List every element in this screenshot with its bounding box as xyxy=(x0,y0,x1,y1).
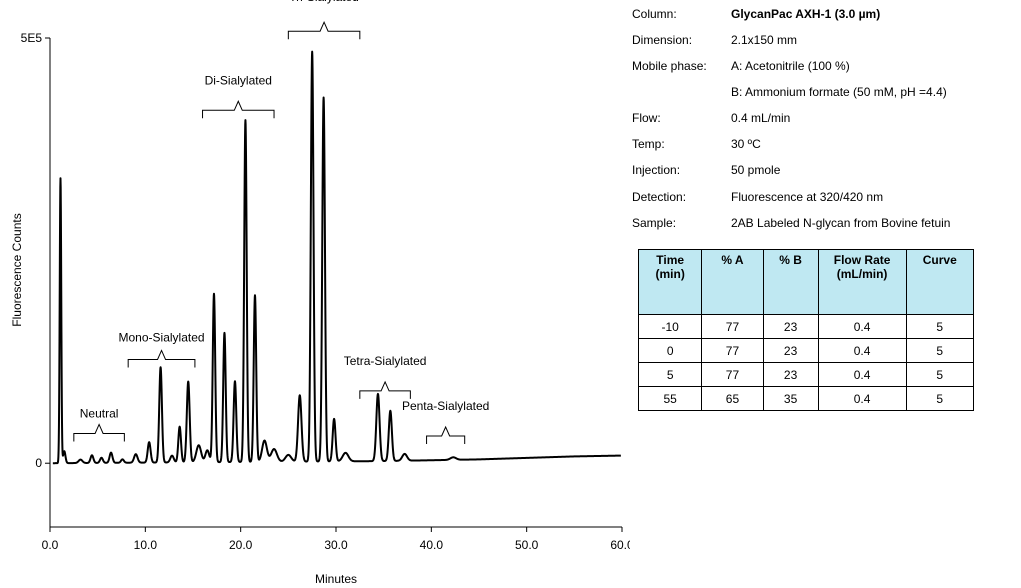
flow-label: Flow: xyxy=(632,111,661,125)
table-row: -10 77 23 0.4 5 xyxy=(637,314,975,339)
cell-time: 5 xyxy=(637,362,703,387)
cell-time: 0 xyxy=(637,338,703,363)
x-axis-label: Minutes xyxy=(315,572,357,586)
table-row: 5 77 23 0.4 5 xyxy=(637,362,975,387)
flow-value: 0.4 mL/min xyxy=(731,111,791,125)
column-label: Column: xyxy=(632,7,677,21)
bracket-line xyxy=(426,425,466,445)
gradient-table-header: Time (min) % A % B Flow Rate (mL/min) Cu… xyxy=(637,249,975,315)
peak-group-label: Mono-Sialylated xyxy=(119,330,205,344)
header-time: Time (min) xyxy=(637,249,703,315)
detection-value: Fluorescence at 320/420 nm xyxy=(731,190,884,204)
x-tick-label: 40.0 xyxy=(420,538,444,552)
chromatogram-chart: 5E5 0 0.0 10.0 20.0 30.0 40.0 50.0 60.0 Neutral… xyxy=(10,0,630,586)
cell-percent-b: 35 xyxy=(762,386,819,411)
gradient-table: Time (min) % A % B Flow Rate (mL/min) Cu… xyxy=(637,249,975,411)
peak-group-bracket: Mono-Sialylated xyxy=(119,330,205,368)
x-tick-label: 0.0 xyxy=(42,538,59,552)
cell-flow-rate: 0.4 xyxy=(817,386,907,411)
bracket-line xyxy=(359,380,411,399)
header-curve: Curve xyxy=(905,249,975,315)
y-axis-ticks: 5E5 0 xyxy=(21,31,50,470)
peak-group-bracket: Tetra-Sialylated xyxy=(344,354,427,399)
bracket-line xyxy=(287,20,361,40)
x-tick-label: 20.0 xyxy=(229,538,253,552)
cell-percent-b: 23 xyxy=(762,314,819,339)
cell-time: -10 xyxy=(637,314,703,339)
cell-curve: 5 xyxy=(905,386,975,411)
temp-value: 30 ºC xyxy=(731,137,761,151)
column-value: GlycanPac AXH-1 (3.0 µm) xyxy=(731,7,881,21)
injection-label: Injection: xyxy=(632,163,681,177)
x-tick-label: 50.0 xyxy=(515,538,539,552)
cell-time: 55 xyxy=(637,386,703,411)
peak-group-label: Neutral xyxy=(80,406,119,420)
peak-group-label: Penta-Sialylated xyxy=(402,399,489,413)
x-tick-label: 30.0 xyxy=(324,538,348,552)
y-tick-label: 5E5 xyxy=(21,31,43,45)
bracket-line xyxy=(73,423,125,442)
cell-percent-b: 23 xyxy=(762,338,819,363)
peak-group-bracket: Di-Sialylated xyxy=(202,73,275,119)
cell-flow-rate: 0.4 xyxy=(817,314,907,339)
y-tick-label: 0 xyxy=(35,456,42,470)
cell-curve: 5 xyxy=(905,338,975,363)
table-row: 0 77 23 0.4 5 xyxy=(637,338,975,363)
peak-group-label: Tri-Sialylated xyxy=(289,0,359,4)
cell-percent-a: 77 xyxy=(701,314,764,339)
dimension-value: 2.1x150 mm xyxy=(731,33,798,47)
cell-curve: 5 xyxy=(905,362,975,387)
table-row: 55 65 35 0.4 5 xyxy=(637,386,975,411)
cell-percent-a: 77 xyxy=(701,362,764,387)
peak-group-label: Di-Sialylated xyxy=(205,73,272,87)
injection-value: 50 pmole xyxy=(731,163,781,177)
cell-flow-rate: 0.4 xyxy=(817,362,907,387)
mobile-phase-a: A: Acetonitrile (100 %) xyxy=(731,59,850,73)
bracket-line xyxy=(127,349,196,368)
cell-flow-rate: 0.4 xyxy=(817,338,907,363)
cell-curve: 5 xyxy=(905,314,975,339)
dimension-label: Dimension: xyxy=(632,33,693,47)
bracket-line xyxy=(202,100,275,119)
peak-group-label: Tetra-Sialylated xyxy=(344,354,427,368)
peak-group-bracket: Neutral xyxy=(73,406,125,442)
mobile-phase-b: B: Ammonium formate (50 mM, pH =4.4) xyxy=(731,85,947,99)
temp-label: Temp: xyxy=(632,137,665,151)
sample-label: Sample: xyxy=(632,216,677,230)
sample-value: 2AB Labeled N-glycan from Bovine fetuin xyxy=(731,216,951,230)
header-percent-b: % B xyxy=(762,249,819,315)
peak-group-bracket: Penta-Sialylated xyxy=(402,399,489,445)
header-percent-a: % A xyxy=(701,249,764,315)
x-tick-label: 60.0 xyxy=(610,538,630,552)
peak-group-bracket: Tri-Sialylated xyxy=(287,0,361,40)
cell-percent-a: 77 xyxy=(701,338,764,363)
y-axis-label: Fluorescence Counts xyxy=(10,213,24,326)
cell-percent-a: 65 xyxy=(701,386,764,411)
cell-percent-b: 23 xyxy=(762,362,819,387)
mobile-phase-label: Mobile phase: xyxy=(632,59,707,73)
detection-label: Detection: xyxy=(632,190,687,204)
x-axis-ticks: 0.0 10.0 20.0 30.0 40.0 50.0 60.0 xyxy=(42,527,630,552)
chromatogram-trace xyxy=(52,50,622,465)
header-flow-rate: Flow Rate (mL/min) xyxy=(817,249,907,315)
x-tick-label: 10.0 xyxy=(134,538,158,552)
peak-group-annotations: Neutral Mono-Sialylated Di-Sialylated Tri-S… xyxy=(73,0,489,445)
